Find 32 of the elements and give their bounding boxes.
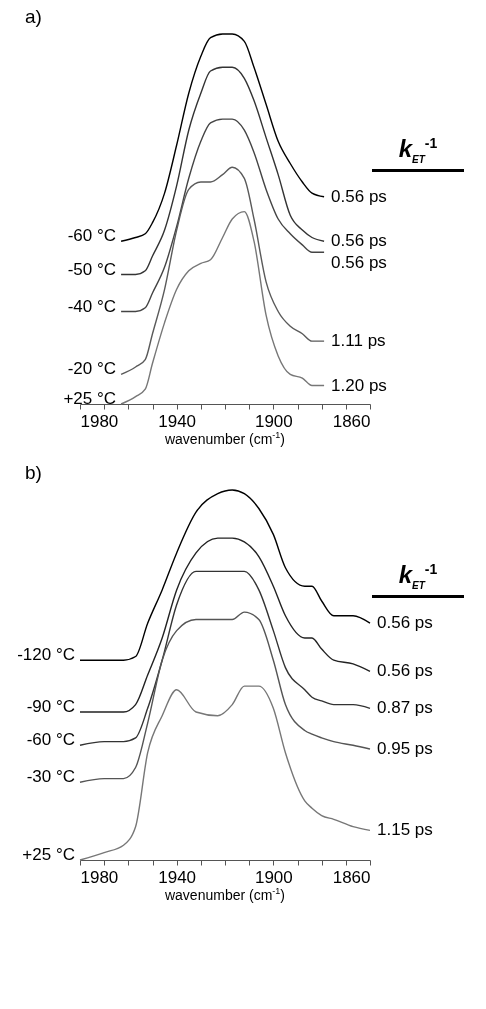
annotation: 0.56 ps [331, 231, 387, 251]
x-tick-label: 1900 [254, 867, 293, 887]
text: 0.87 ps [377, 698, 433, 718]
series-label: -120 °C [17, 645, 75, 665]
text: 1.15 ps [377, 820, 433, 840]
x-axis-title: wavenumber (cm$^{-1}$) [163, 430, 287, 447]
x-tick-label: 1940 [158, 867, 197, 887]
annotation: 0.56 ps [331, 186, 387, 206]
series-label: -60 °C [26, 730, 75, 750]
chart-title: a) [25, 6, 42, 28]
series-label: -90 °C [26, 697, 75, 716]
x-tick-label: 1900 [254, 411, 293, 431]
annotation: 1.20 ps [331, 375, 387, 395]
series-label: -20 °C [67, 359, 117, 379]
x-tick-label: 1860 [332, 867, 371, 887]
series-label: -30 °C [26, 767, 75, 787]
x-tick-label: 1940 [158, 411, 197, 431]
chart-title: b) [25, 462, 42, 484]
annotation: 0.56 ps [331, 253, 387, 273]
x-axis-title: wavenumber (cm$^{-1}$) [163, 886, 287, 903]
text: 0.56 ps [377, 613, 433, 633]
series-label: +25 °C [63, 389, 117, 408]
x-tick-label: 1980 [80, 867, 119, 887]
x-tick-label: 1860 [332, 411, 371, 431]
series-label: -60 °C [67, 226, 117, 246]
series-label: +25 °C [22, 845, 75, 864]
text: 0.95 ps [377, 739, 433, 758]
series-label: -40 °C [67, 296, 117, 316]
series-label: -50 °C [67, 259, 117, 279]
x-tick-label: 1980 [80, 411, 119, 431]
annotation: 1.11 ps [331, 331, 386, 351]
text: 0.56 ps [377, 661, 433, 681]
